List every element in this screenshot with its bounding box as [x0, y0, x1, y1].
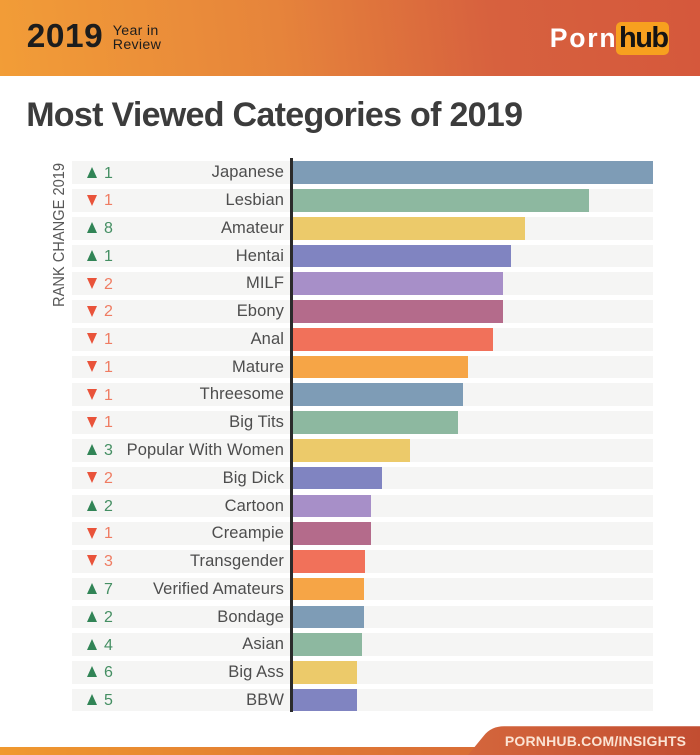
- svg-text:PORNHUB.COM/INSIGHTS: PORNHUB.COM/INSIGHTS: [505, 733, 686, 749]
